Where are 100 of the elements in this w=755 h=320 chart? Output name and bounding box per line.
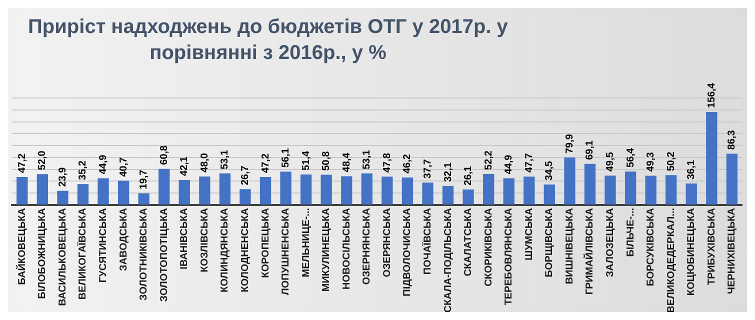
bar (666, 175, 677, 204)
x-tick-label: КОЛОДНЕНСЬКА (240, 208, 251, 292)
data-label: 34,5 (544, 160, 556, 180)
bar (98, 178, 109, 204)
data-label: 86,3 (726, 130, 738, 150)
bar (624, 171, 636, 204)
bar (158, 168, 170, 204)
bar (686, 184, 697, 204)
x-tick-label: ВЕЛИКОГАЇВСЬКА (76, 208, 89, 300)
bar (199, 176, 210, 204)
x-tick-label: ГУСЯТИНСЬКА (98, 208, 110, 283)
bar (320, 174, 332, 204)
x-tick-label: ЗОЛОТНИКІВСЬКА (138, 208, 150, 300)
bar (16, 176, 28, 204)
bar (604, 176, 616, 204)
x-tick-label: БОРСУКІВСЬКА (646, 208, 657, 286)
data-label: 37,7 (422, 158, 434, 179)
x-tick-label: МИКУЛИНЕЦЬКА (321, 208, 332, 292)
data-label: 51,4 (300, 150, 312, 170)
x-tick-label: ТЕРЕБОВЛЯНСЬКА (504, 208, 515, 306)
data-label: 35,2 (78, 160, 89, 180)
bar (300, 174, 312, 204)
x-tick-label: ЗАВОДСЬКА (118, 208, 130, 271)
bar (584, 164, 596, 204)
x-tick-label: СКАЛАТСЬКА (463, 208, 474, 276)
data-label: 48,4 (341, 152, 352, 172)
data-label: 49,3 (646, 152, 657, 172)
x-tick-label: ЗАЛОЗЕЦЬКА (605, 208, 616, 278)
x-tick-label: КОЗЛІВСЬКА (199, 208, 210, 272)
data-label: 47,7 (524, 152, 535, 173)
data-label: 36,1 (686, 160, 698, 180)
data-label: 156,4 (706, 82, 718, 108)
bar (442, 186, 454, 204)
x-tick-label: ГРИМАЙЛІВСЬКА (582, 208, 596, 295)
data-label: 52,2 (483, 150, 494, 170)
x-tick-label: ІВАНІВСЬКА (179, 208, 190, 270)
x-tick-label: ЛОПУШНЕНСЬКА (280, 208, 292, 296)
bar (564, 158, 576, 204)
data-label: 60,8 (158, 144, 170, 165)
data-label: 50,2 (666, 151, 677, 172)
data-label: 56,1 (280, 148, 292, 168)
data-label: 26,1 (463, 166, 474, 186)
bar (118, 180, 130, 204)
x-tick-label: ВЕЛИКОДЕДЕРКАЛ... (666, 208, 677, 313)
bar (77, 184, 89, 204)
data-label: 53,1 (362, 150, 373, 170)
x-tick-label: ОЗЕРЯНСЬКА (382, 208, 393, 278)
x-tick-label: КОРОПЕЦЬКА (260, 208, 272, 278)
x-tick-label: СКАЛА-ПОДІЛЬСЬКА (442, 208, 454, 313)
x-tick-label: КОЛИНДЯНСЬКА (220, 208, 231, 292)
data-label: 53,1 (220, 150, 231, 170)
data-label: 48,0 (199, 152, 210, 172)
bar (240, 189, 251, 204)
x-tick-label: ВАСИЛЬКОВЕЦЬКА (57, 208, 68, 306)
x-tick-label: ОЗЕРНЯНСЬКА (362, 208, 373, 285)
data-label: 47,2 (260, 153, 272, 173)
bar (57, 190, 68, 204)
x-tick-label: ЗОЛОТОПОТІЦЬКА (158, 208, 170, 302)
x-tick-label: ВИШНІВЕЦЬКА (564, 208, 576, 284)
bar (382, 176, 393, 204)
x-tick-label: ТРИБУХІВСЬКА (706, 208, 718, 286)
x-tick-label: БОРЩІВСЬКА (544, 208, 556, 278)
data-label: 26,7 (240, 165, 251, 186)
data-label: 40,7 (118, 156, 130, 177)
data-label: 52,0 (37, 150, 48, 170)
x-tick-label: БІЛОБОЖНИЦЬКА (37, 208, 48, 299)
data-label: 56,4 (625, 148, 636, 168)
data-label: 19,7 (138, 169, 150, 190)
bar (361, 173, 372, 204)
data-label: 69,1 (584, 140, 596, 160)
data-label: 47,2 (16, 153, 28, 173)
bar (402, 178, 414, 204)
data-label: 46,2 (402, 154, 414, 174)
data-label: 79,9 (564, 134, 576, 154)
x-tick-label: МЕЛЬНИЦЕ-... (300, 208, 312, 278)
bar (645, 176, 656, 204)
data-label: 44,9 (98, 154, 110, 174)
x-tick-label: ПІДВОЛОЧИСЬКА (402, 208, 414, 296)
bar (178, 180, 190, 204)
x-tick-label: ЧЕРНИХІВЕЦЬКА (726, 208, 738, 294)
bar (503, 178, 514, 204)
bar (706, 112, 718, 204)
data-label: 32,1 (442, 162, 454, 182)
data-label: 42,1 (179, 156, 190, 176)
data-label: 50,8 (321, 150, 332, 171)
bar (726, 154, 738, 204)
bar (524, 176, 535, 204)
bar (219, 173, 231, 204)
bar (260, 176, 272, 204)
x-tick-label: КОЦЮБИНЕЦЬКА (686, 208, 698, 296)
bar (36, 174, 48, 204)
x-tick-label: НОВОСІЛЬСЬКА (341, 208, 352, 290)
x-tick-label: БАЙКОВЕЦЬКА (14, 208, 28, 285)
data-label: 44,9 (504, 154, 515, 174)
bar (280, 172, 292, 204)
x-tick-label: БІЛЬЧЕ-... (625, 208, 636, 257)
x-tick-label: ШУМСЬКА (524, 208, 535, 260)
data-label: 49,5 (605, 152, 616, 172)
data-label: 23,9 (57, 166, 68, 187)
chart-title: Приріст надходжень до бюджетів ОТГ у 2017р. у порівнянні з 2016р., у % (28, 15, 508, 66)
